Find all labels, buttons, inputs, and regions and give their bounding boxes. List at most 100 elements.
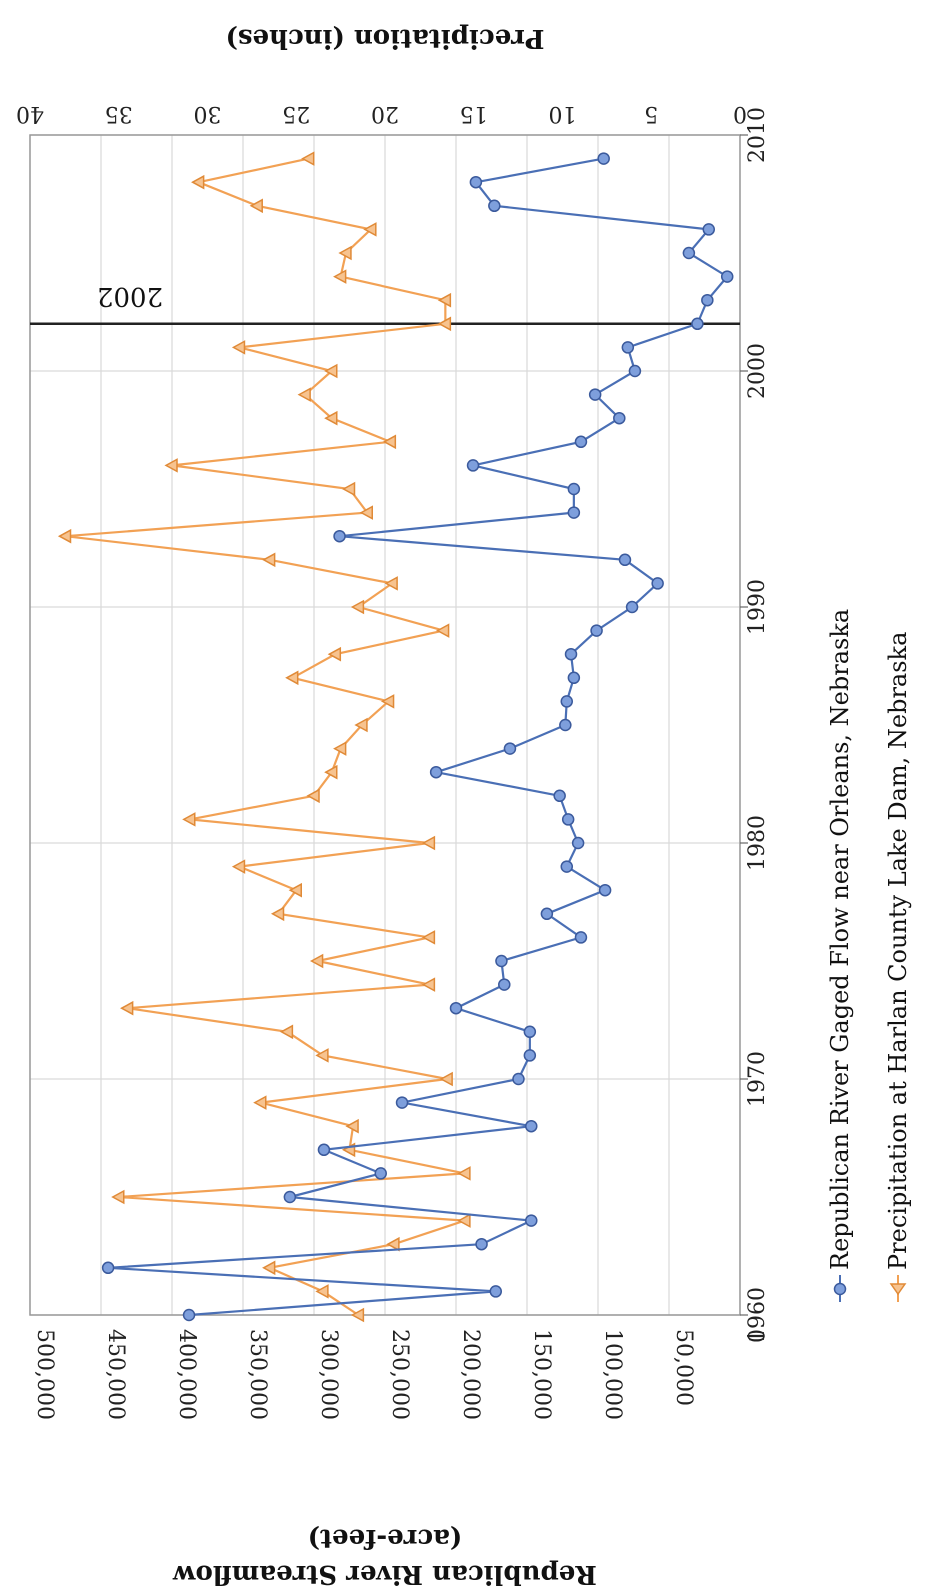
data-point [380,694,395,709]
legend-entry-precipitation: Precipitation at Harlan County Lake Dam,… [884,632,912,1302]
x-tick-label: 1980 [745,815,770,871]
data-point [574,435,588,449]
data-point [574,931,588,944]
data-point [702,223,716,236]
series-layer [57,151,734,1323]
data-point [621,341,635,354]
data-point [182,812,196,827]
gridlines [29,134,741,1316]
data-point [341,481,356,497]
data-point [182,1308,196,1322]
left-tick-label: 50,000 [671,1329,696,1406]
data-point [421,835,436,851]
data-point [449,1001,463,1015]
data-point [567,482,581,496]
right-tick-label: 30 [194,101,222,126]
data-point [560,695,574,708]
data-point [525,1214,538,1227]
data-point [498,978,511,991]
data-point [301,151,315,166]
data-point [590,624,603,637]
data-point [651,577,664,590]
data-point [613,411,626,425]
legend-marker-circle [833,1282,847,1296]
right-axis-title: Precipitation (inches) [226,23,545,53]
data-point [345,1118,359,1134]
data-point [315,1284,329,1299]
left-tick-label: 350,000 [245,1329,270,1420]
data-point [395,1096,409,1109]
data-point [324,363,338,379]
legend-label-precipitation: Precipitation at Harlan County Lake Dam,… [884,632,912,1270]
right-tick-label: 5 [644,101,658,126]
data-point [350,599,365,615]
data-point [457,1166,471,1181]
data-point [386,1236,400,1252]
data-point [720,270,734,283]
right-tick-label: 15 [460,101,488,126]
data-point [374,1167,387,1180]
data-point [618,553,632,567]
x-axis-ticks: 1960 1970 1980 1990 2000 2010 [740,107,770,1343]
left-tick-label: 0 [742,1329,767,1343]
series-line [65,157,466,1316]
right-tick-label: 40 [16,101,44,126]
data-point [525,1119,538,1133]
data-point [466,459,480,472]
data-point [333,741,347,756]
left-axis-title: Republican River Streamflow [173,1559,597,1589]
left-tick-label: 100,000 [600,1329,625,1420]
data-point [512,1072,525,1086]
data-point [439,1071,453,1087]
data-point [561,813,575,826]
series-streamflow [101,152,734,1322]
data-point [421,977,436,992]
data-point [191,174,205,190]
data-point [382,434,397,450]
series-precipitation [57,151,471,1323]
data-point [559,718,572,732]
data-point [457,1213,471,1228]
data-point [553,789,566,803]
right-axis-ticks: 0 5 10 15 20 25 30 35 40 [16,101,747,126]
data-point [253,1095,267,1110]
data-point [333,269,347,284]
left-tick-label: 250,000 [387,1329,412,1420]
reference-line-label: 2002 [97,281,163,311]
data-point [682,246,696,260]
data-point [571,836,585,850]
data-point [270,906,285,922]
left-tick-label: 400,000 [174,1329,199,1420]
data-point [120,1000,134,1016]
left-tick-label: 200,000 [458,1329,483,1420]
x-tick-label: 2000 [745,343,770,399]
data-point [283,1190,297,1204]
data-point [249,198,263,214]
data-point [324,764,338,780]
data-point [306,788,320,804]
data-point [701,293,714,307]
legend-label-streamflow: Republican River Gaged Flow near Orleans… [826,609,854,1270]
data-point [691,317,704,331]
right-tick-label: 35 [105,101,133,126]
data-point [475,1237,488,1251]
series-line [108,157,729,1317]
data-point [560,860,574,873]
data-point [597,152,610,165]
data-point [285,670,299,686]
right-tick-label: 10 [549,101,577,126]
reference-line-2002: 2002 [30,281,740,326]
data-point [625,600,639,614]
data-point [324,410,338,426]
data-point [598,883,612,897]
data-point [523,1049,537,1062]
right-tick-label: 20 [371,101,399,126]
data-point [429,765,443,779]
data-point [523,1025,537,1039]
left-axis-ticks: 0 50,000 100,000 150,000 200,000 250,000 300,0… [32,1329,767,1420]
data-point [262,1260,276,1276]
x-tick-label: 1960 [745,1287,770,1343]
data-point [503,742,517,755]
data-point [111,1189,125,1205]
